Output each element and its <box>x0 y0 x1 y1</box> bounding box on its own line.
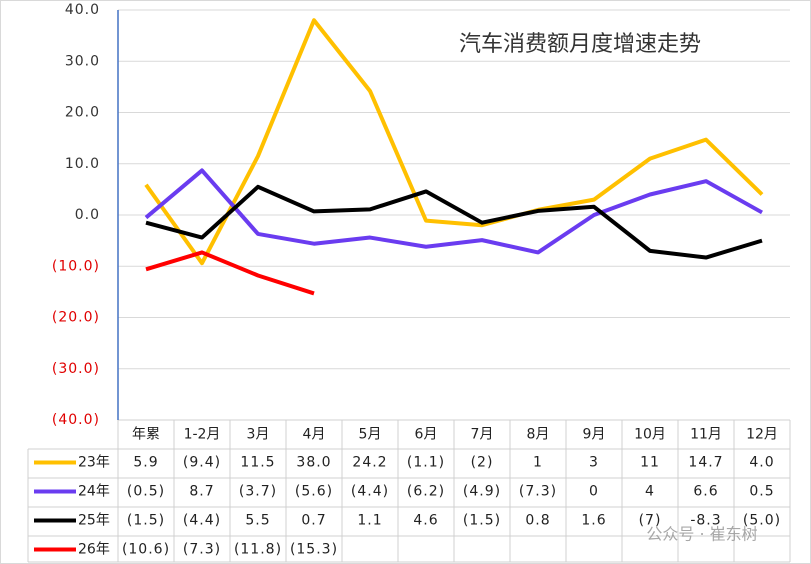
table-value: (11.8) <box>234 542 282 558</box>
table-value: (4.4) <box>351 484 389 500</box>
table-value: (5.6) <box>295 484 333 500</box>
y-tick-label: (30.0) <box>52 361 100 377</box>
table-value: 3 <box>589 455 599 471</box>
legend-label: 26年 <box>78 542 110 558</box>
table-value: (0.5) <box>127 484 165 500</box>
table-value: (1.5) <box>127 513 165 529</box>
table-value: 14.7 <box>688 455 723 471</box>
table-value: (9.4) <box>183 455 221 471</box>
table-value: (3.7) <box>239 484 277 500</box>
table-value: 24.2 <box>352 455 387 471</box>
series-line <box>144 168 763 255</box>
table-value: 6.6 <box>693 484 718 500</box>
table-value: 1.6 <box>581 513 606 529</box>
table-value: (7) <box>639 513 662 529</box>
table-value: (1.1) <box>407 455 445 471</box>
table-value: 0.5 <box>749 484 774 500</box>
x-tick-label: 4月 <box>303 427 326 443</box>
series-line <box>145 250 315 296</box>
x-tick-label: 9月 <box>583 427 606 443</box>
table-value: 8.7 <box>189 484 214 500</box>
table-value: 5.5 <box>245 513 270 529</box>
series-line <box>144 18 764 266</box>
y-tick-label: 20.0 <box>65 105 100 121</box>
table-value: 11 <box>640 455 660 471</box>
table-value: (2) <box>471 455 494 471</box>
y-tick-label: 0.0 <box>75 207 100 223</box>
table-value: (7.3) <box>183 542 221 558</box>
x-tick-label: 8月 <box>527 427 550 443</box>
x-tick-label: 7月 <box>471 427 494 443</box>
table-value: (4.9) <box>463 484 501 500</box>
y-tick-label: 10.0 <box>65 156 100 172</box>
x-tick-label: 3月 <box>247 427 270 443</box>
y-tick-label: (20.0) <box>52 310 100 326</box>
table-value: (4.4) <box>183 513 221 529</box>
table-value: 0.7 <box>301 513 326 529</box>
y-tick-label: (40.0) <box>52 412 100 428</box>
chart-title: 汽车消费额月度增速走势 <box>459 32 701 57</box>
y-tick-label: 30.0 <box>65 53 100 69</box>
series-line <box>145 184 763 260</box>
table-value: 5.9 <box>133 455 158 471</box>
table-value: 0.8 <box>525 513 550 529</box>
y-tick-label: (10.0) <box>52 258 100 274</box>
legend-label: 23年 <box>78 455 110 471</box>
table-value: 4 <box>645 484 655 500</box>
table-value: (7.3) <box>519 484 557 500</box>
watermark: 公众号 · 崔东树 <box>646 525 757 544</box>
table-value: 38.0 <box>296 455 331 471</box>
x-tick-label: 年累 <box>132 427 160 443</box>
table-value: 4.6 <box>413 513 438 529</box>
table-value: (1.5) <box>463 513 501 529</box>
table-value: (10.6) <box>122 542 170 558</box>
table-value: (6.2) <box>407 484 445 500</box>
x-tick-label: 11月 <box>690 427 722 443</box>
table-value: 11.5 <box>240 455 275 471</box>
table-value: 0 <box>589 484 599 500</box>
table-value: -8.3 <box>690 513 721 529</box>
legend-label: 25年 <box>78 513 110 529</box>
x-tick-label: 1-2月 <box>184 427 221 443</box>
legend-label: 24年 <box>78 484 110 500</box>
table-value: (15.3) <box>290 542 338 558</box>
table-value: 4.0 <box>749 455 774 471</box>
table-value: (5.0) <box>743 513 781 529</box>
table-value: 1 <box>533 455 543 471</box>
table-value: 1.1 <box>357 513 382 529</box>
x-tick-label: 6月 <box>415 427 438 443</box>
x-tick-label: 10月 <box>634 427 666 443</box>
x-tick-label: 12月 <box>746 427 778 443</box>
x-tick-label: 5月 <box>359 427 382 443</box>
y-tick-label: 40.0 <box>65 2 100 18</box>
